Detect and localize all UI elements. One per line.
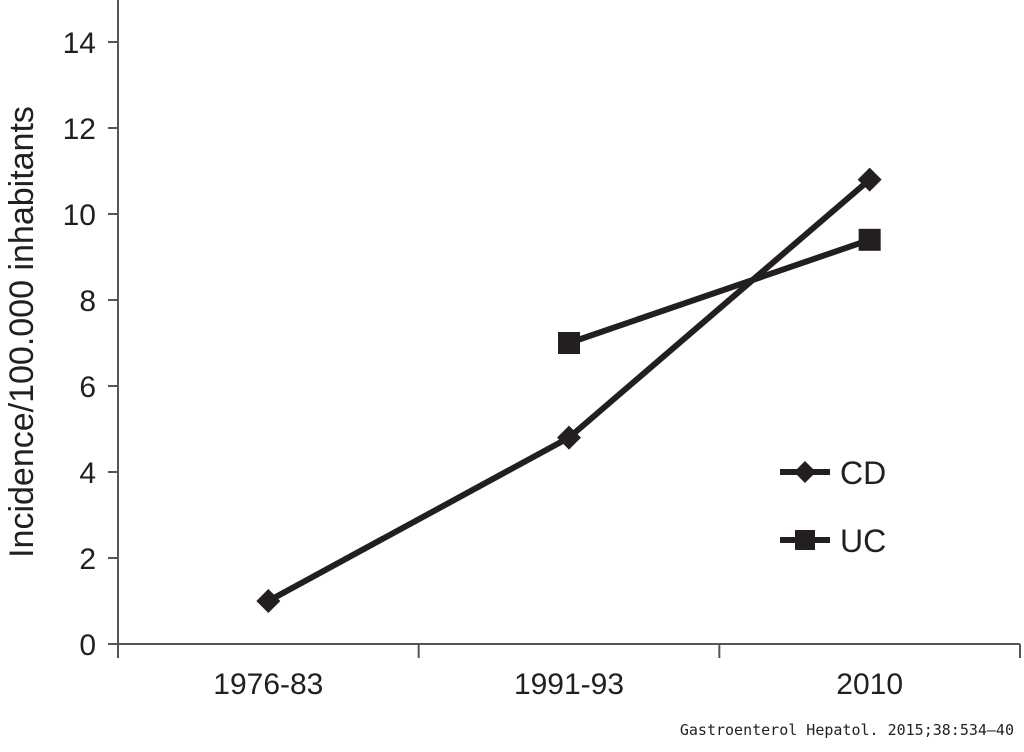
x-tick-label: 2010: [836, 668, 903, 701]
series-line-cd: [266, 177, 872, 604]
legend: CD UC: [780, 455, 886, 559]
y-tick-label: 14: [63, 27, 96, 60]
series-layer: [256, 167, 882, 613]
y-tick-label: 12: [63, 113, 96, 146]
y-axis-title: Incidence/100.000 inhabitants: [3, 106, 41, 558]
y-tick-label: 6: [79, 371, 96, 404]
data-point-cd: [256, 589, 281, 613]
x-tick-label: 1976-83: [213, 668, 323, 701]
legend-item-cd: CD: [780, 455, 886, 491]
axes: 0 2 4 6 8 10 12 14 1976-83 1991-93 2010: [63, 0, 1021, 701]
y-tick-label: 2: [79, 543, 96, 576]
legend-item-uc: UC: [780, 523, 886, 559]
y-tick-label: 0: [79, 629, 96, 662]
legend-marker: [795, 530, 815, 550]
legend-marker: [794, 461, 816, 483]
y-tick-label: 4: [79, 457, 96, 490]
series-uc: [558, 228, 881, 354]
data-point-uc: [858, 228, 881, 251]
y-tick-label: 8: [79, 285, 96, 318]
legend-label: CD: [840, 455, 886, 491]
series-cd: [256, 167, 882, 613]
data-point-uc: [558, 332, 580, 354]
series-line-uc: [568, 236, 871, 346]
journal-credit: Gastroenterol Hepatol. 2015;38:534–40: [679, 721, 1014, 739]
legend-label: UC: [840, 523, 886, 559]
x-tick-label: 1991-93: [514, 668, 624, 701]
y-tick-label: 10: [63, 199, 96, 232]
data-point-cd: [857, 167, 882, 192]
data-point-cd: [557, 425, 581, 450]
